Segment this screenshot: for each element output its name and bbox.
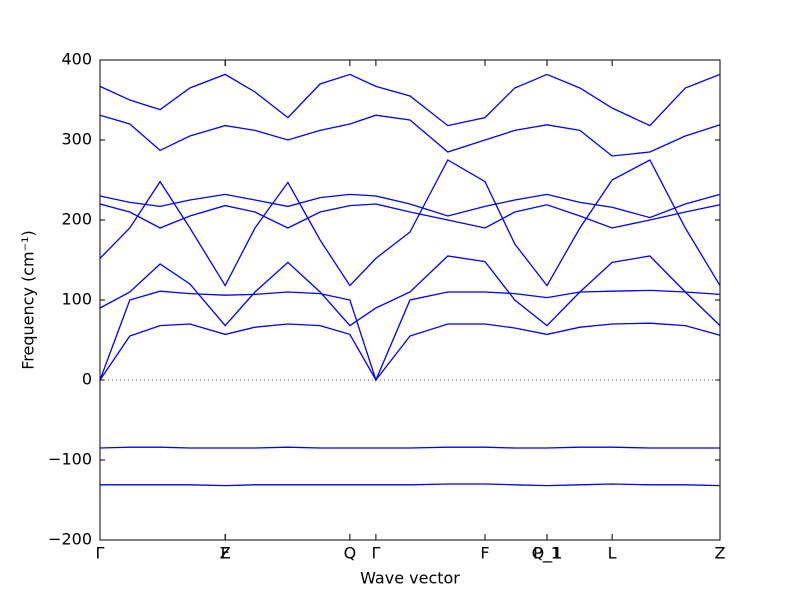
x-tick-label: Z — [715, 544, 726, 563]
band-line — [99, 322, 721, 382]
y-tick-label: −100 — [48, 450, 92, 469]
band-line — [99, 289, 721, 382]
y-tick-label: 400 — [61, 50, 92, 69]
y-tick-label: 300 — [61, 130, 92, 149]
y-axis-label: Frequency (cm⁻¹) — [19, 230, 38, 369]
x-tick-label: Z — [220, 544, 231, 563]
band-line — [99, 203, 721, 229]
plot-frame — [99, 59, 721, 541]
x-tick-label: F — [480, 544, 489, 563]
x-tick-label: L — [608, 544, 617, 563]
band-line — [99, 114, 721, 157]
x-axis-label: Wave vector — [360, 569, 460, 588]
x-tick-label: Γ — [96, 544, 105, 563]
band-line — [99, 446, 720, 449]
y-tick-label: 200 — [61, 210, 92, 229]
x-tick-label: Q_1 — [532, 544, 563, 564]
x-tick-label: Q — [344, 544, 357, 563]
band-line — [99, 193, 721, 219]
x-tick-label: Γ — [371, 544, 380, 563]
y-tick-label: −200 — [48, 530, 92, 549]
band-line — [99, 73, 721, 127]
band-line — [100, 483, 721, 487]
band-line — [99, 159, 721, 287]
band-line — [99, 255, 721, 327]
x-tick-label: P_1 — [533, 544, 561, 564]
y-tick-label: 0 — [82, 370, 92, 389]
x-tick-label: F — [221, 544, 230, 563]
y-tick-label: 100 — [61, 290, 92, 309]
